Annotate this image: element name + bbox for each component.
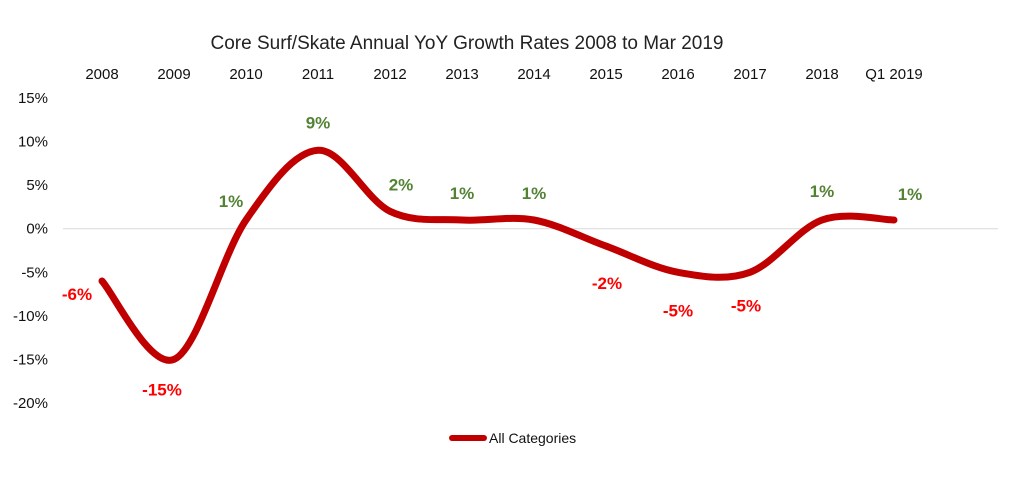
data-labels: -6% -15% 1% 9% 2% 1% 1% -2% -5% -5% 1% 1% <box>62 113 922 399</box>
y-tick-label: -10% <box>13 308 48 325</box>
legend-label: All Categories <box>489 430 576 446</box>
data-label: 1% <box>450 184 475 203</box>
series-line-all-categories <box>98 146 898 364</box>
category-label: 2018 <box>805 66 838 83</box>
category-label: Q1 2019 <box>865 66 923 83</box>
category-label: 2016 <box>661 66 694 83</box>
y-axis-tick-labels: 15% 10% 5% 0% -5% -10% -15% -20% <box>13 90 48 412</box>
category-label: 2012 <box>373 66 406 83</box>
data-label: 1% <box>219 192 244 211</box>
data-label: -15% <box>142 380 182 399</box>
data-label: -5% <box>663 301 693 320</box>
y-tick-label: -5% <box>21 264 48 281</box>
data-label: -6% <box>62 285 92 304</box>
data-label: -5% <box>731 296 761 315</box>
y-tick-label: 0% <box>26 221 48 238</box>
data-label: 1% <box>898 185 923 204</box>
category-label: 2010 <box>229 66 262 83</box>
y-tick-label: 15% <box>18 90 48 107</box>
data-label: -2% <box>592 274 622 293</box>
category-label: 2009 <box>157 66 190 83</box>
category-label: 2017 <box>733 66 766 83</box>
y-tick-label: 5% <box>26 177 48 194</box>
y-tick-label: 10% <box>18 134 48 151</box>
category-label: 2011 <box>302 66 334 83</box>
data-label: 9% <box>306 113 331 132</box>
category-label: 2013 <box>445 66 478 83</box>
y-tick-label: -15% <box>13 351 48 368</box>
data-label: 1% <box>522 184 547 203</box>
data-label: 2% <box>389 175 414 194</box>
legend: All Categories <box>449 430 576 446</box>
data-label: 1% <box>810 182 835 201</box>
category-label: 2014 <box>517 66 550 83</box>
category-labels: 2008 2009 2010 2011 2012 2013 2014 2015 2016 2017… <box>85 66 922 83</box>
category-label: 2015 <box>589 66 622 83</box>
chart-title: Core Surf/Skate Annual YoY Growth Rates … <box>211 33 724 54</box>
y-tick-label: -20% <box>13 395 48 412</box>
category-label: 2008 <box>85 66 118 83</box>
